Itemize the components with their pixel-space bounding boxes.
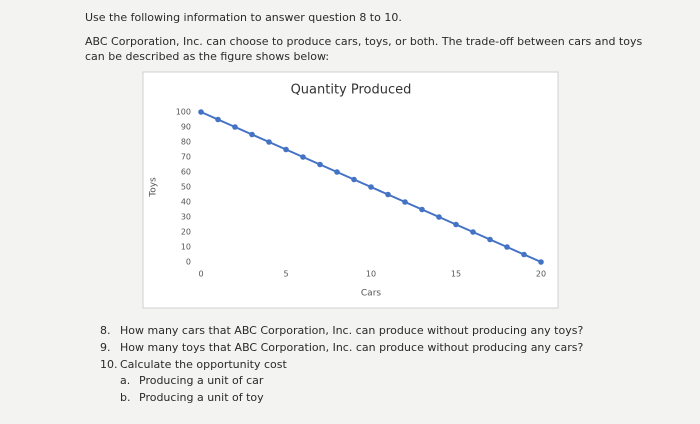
- item-text: Producing a unit of car: [139, 374, 264, 387]
- y-tick-label: 80: [181, 138, 191, 147]
- data-point: [249, 131, 255, 138]
- data-point: [215, 116, 221, 123]
- x-axis-label: Cars: [361, 289, 381, 299]
- item-letter: a.: [120, 374, 131, 387]
- description-line: ABC Corporation, Inc. can choose to prod…: [85, 35, 643, 48]
- chart-title: Quantity Produced: [291, 83, 412, 98]
- item-text: Producing a unit of toy: [139, 391, 264, 404]
- intro: Use the following information to answer …: [85, 11, 402, 24]
- x-tick-label: 15: [451, 270, 461, 279]
- x-tick-label: 10: [366, 270, 376, 279]
- data-point: [232, 124, 238, 130]
- question-text: How many cars that ABC Corporation, Inc.…: [120, 324, 584, 337]
- y-tick-label: 40: [181, 198, 191, 207]
- x-tick-label: 0: [198, 270, 203, 279]
- question-number: 10.: [100, 358, 118, 371]
- y-tick-label: 70: [181, 153, 191, 162]
- question-number: 9.: [100, 341, 111, 354]
- y-tick-label: 10: [181, 243, 191, 252]
- item-letter: b.: [120, 391, 131, 404]
- data-point: [470, 229, 476, 235]
- data-point: [436, 214, 442, 220]
- y-tick-label: 100: [176, 108, 191, 117]
- y-tick-label: 50: [181, 183, 191, 192]
- question-text: How many toys that ABC Corporation, Inc.…: [120, 341, 584, 354]
- data-point: [266, 139, 272, 145]
- x-tick-label: 20: [536, 270, 546, 279]
- y-tick-label: 20: [181, 228, 191, 237]
- y-tick-label: 30: [181, 213, 191, 222]
- data-point: [487, 236, 493, 243]
- data-point: [334, 169, 340, 175]
- data-point: [300, 154, 306, 160]
- description-line: can be described as the figure shows bel…: [85, 50, 330, 63]
- data-point: [538, 259, 544, 265]
- question-text: Calculate the opportunity cost: [120, 358, 287, 371]
- data-point: [385, 191, 391, 198]
- data-point: [453, 221, 459, 228]
- data-point: [504, 244, 510, 250]
- y-axis-label: Toys: [149, 177, 159, 198]
- data-point: [283, 146, 289, 153]
- chart-frame: [142, 71, 559, 309]
- data-point: [317, 161, 323, 168]
- data-point: [521, 251, 527, 258]
- y-tick-label: 60: [181, 168, 191, 177]
- data-point: [198, 109, 204, 115]
- data-point: [351, 176, 357, 183]
- data-point: [368, 184, 374, 190]
- data-point: [402, 199, 408, 205]
- y-tick-label: 90: [181, 123, 191, 132]
- question-number: 8.: [100, 324, 111, 337]
- data-point: [419, 206, 425, 213]
- x-tick-label: 5: [283, 270, 288, 279]
- y-tick-label: 0: [186, 258, 191, 267]
